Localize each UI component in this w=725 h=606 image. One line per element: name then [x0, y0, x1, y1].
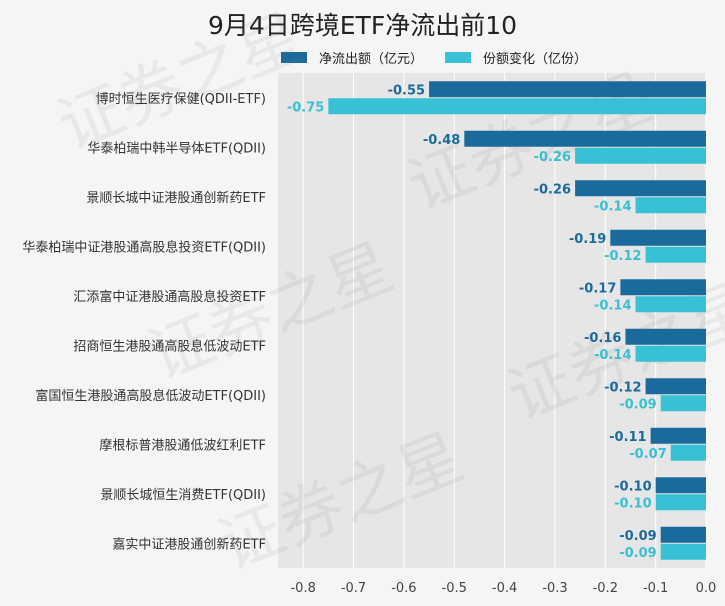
bar-share-change-1: [575, 147, 706, 164]
bar-net-outflow-3: [610, 229, 706, 246]
bar-share-change-0: [328, 98, 706, 115]
category-label-5: 招商恒生港股通高股息低波动ETF: [73, 338, 266, 354]
data-label-share-change-9: -0.09: [619, 546, 656, 561]
data-label-net-outflow-6: -0.12: [604, 380, 641, 395]
data-label-net-outflow-8: -0.10: [614, 479, 651, 494]
x-tick-label-1: -0.7: [341, 581, 366, 596]
bar-share-change-5: [635, 345, 706, 362]
x-tick-label-8: 0.0: [696, 581, 717, 596]
data-label-net-outflow-1: -0.48: [423, 133, 460, 148]
data-label-net-outflow-7: -0.11: [609, 430, 646, 445]
data-label-share-change-3: -0.12: [604, 249, 641, 264]
legend-swatch-net-outflow: [281, 52, 307, 63]
legend-item-share-change[interactable]: 份额变化（亿份）: [445, 48, 587, 67]
bar-share-change-8: [655, 494, 706, 511]
legend-label-share-change: 份额变化（亿份）: [483, 52, 588, 67]
data-label-net-outflow-0: -0.55: [388, 83, 425, 98]
bar-net-outflow-6: [645, 378, 706, 395]
category-label-0: 博时恒生医疗保健(QDII-ETF): [96, 92, 266, 107]
category-label-9: 嘉实中证港股通创新药ETF: [112, 536, 266, 552]
chart-title: 9月4日跨境ETF净流出前10: [207, 11, 518, 40]
x-tick-label-2: -0.6: [391, 581, 416, 596]
bar-share-change-2: [635, 197, 706, 214]
x-tick-label-0: -0.8: [290, 581, 315, 596]
category-label-3: 华泰柏瑞中证港股通高股息投资ETF(QDII): [22, 239, 266, 255]
data-label-share-change-1: -0.26: [534, 150, 571, 165]
bar-share-change-3: [645, 246, 706, 263]
data-label-share-change-4: -0.14: [594, 298, 631, 313]
legend-item-net-outflow[interactable]: 净流出额（亿元）: [281, 48, 423, 67]
bar-share-change-7: [670, 444, 706, 461]
bar-share-change-9: [660, 543, 706, 560]
legend-label-net-outflow: 净流出额（亿元）: [319, 52, 424, 67]
x-tick-label-3: -0.5: [442, 581, 467, 596]
category-label-6: 富国恒生港股通高股息低波动ETF(QDII): [35, 388, 266, 404]
category-label-2: 景顺长城中证港股通创新药ETF: [86, 190, 266, 206]
data-label-net-outflow-2: -0.26: [534, 182, 571, 197]
bar-share-change-4: [635, 296, 706, 313]
data-label-net-outflow-3: -0.19: [569, 232, 606, 247]
x-tick-label-5: -0.3: [542, 581, 567, 596]
data-label-share-change-5: -0.14: [594, 348, 631, 363]
x-tick-label-7: -0.1: [643, 581, 668, 596]
data-label-net-outflow-4: -0.17: [579, 281, 616, 296]
category-label-7: 摩根标普港股通低波红利ETF: [99, 437, 266, 453]
data-label-net-outflow-5: -0.16: [584, 331, 621, 346]
legend: 净流出额（亿元） 份额变化（亿份）: [281, 48, 609, 67]
data-label-share-change-8: -0.10: [614, 496, 651, 511]
bar-share-change-6: [660, 395, 706, 412]
data-label-share-change-2: -0.14: [594, 199, 631, 214]
x-tick-label-6: -0.2: [593, 581, 618, 596]
data-label-share-change-7: -0.07: [629, 447, 666, 462]
bar-net-outflow-8: [655, 477, 706, 494]
bar-net-outflow-5: [625, 328, 706, 345]
data-label-share-change-6: -0.09: [619, 397, 656, 412]
bar-net-outflow-7: [650, 427, 706, 444]
bar-net-outflow-4: [620, 279, 706, 296]
bar-net-outflow-2: [575, 180, 706, 197]
watermark-0: 证券之星: [48, 0, 313, 165]
category-label-8: 景顺长城恒生消费ETF(QDII): [100, 488, 266, 503]
category-label-1: 华泰柏瑞中韩半导体ETF(QDII): [87, 141, 266, 156]
bar-net-outflow-9: [660, 526, 706, 543]
legend-swatch-share-change: [445, 52, 472, 63]
x-tick-label-4: -0.4: [492, 581, 517, 596]
bar-net-outflow-1: [464, 130, 706, 147]
data-label-net-outflow-9: -0.09: [619, 529, 656, 544]
bar-net-outflow-0: [429, 81, 706, 98]
data-label-share-change-0: -0.75: [287, 100, 324, 115]
category-label-4: 汇添富中证港股通高股息投资ETF: [73, 289, 266, 305]
